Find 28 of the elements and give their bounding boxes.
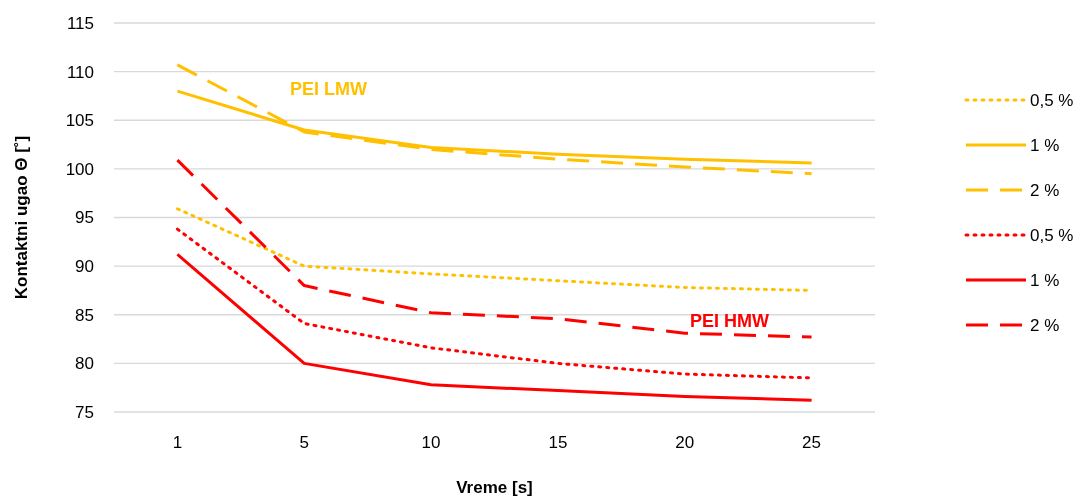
legend-label: 0,5 % xyxy=(1030,225,1074,245)
x-tick-label: 15 xyxy=(548,433,568,452)
line-series xyxy=(175,158,814,339)
x-tick-label: 10 xyxy=(421,433,441,452)
x-tick-label: 5 xyxy=(299,433,309,452)
y-tick-label: 105 xyxy=(65,111,94,131)
x-tick-label: 20 xyxy=(675,433,695,452)
annotation: PEI HMW xyxy=(690,311,770,331)
y-axis-title: Kontaktni ugao Θ [˚] xyxy=(12,135,31,300)
legend-label: 1 % xyxy=(1030,135,1060,155)
y-tick-label: 115 xyxy=(66,13,94,33)
y-tick-label: 90 xyxy=(75,257,94,277)
y-tick-label: 75 xyxy=(75,402,94,422)
annotation: PEI LMW xyxy=(290,79,367,99)
y-tick-label: 95 xyxy=(75,208,94,228)
x-tick-label: 25 xyxy=(802,433,822,452)
y-tick-label: 80 xyxy=(75,354,94,374)
legend-label: 0,5 % xyxy=(1030,90,1074,110)
line-series xyxy=(175,252,814,402)
y-tick-label: 85 xyxy=(75,305,94,325)
y-tick-label: 100 xyxy=(65,159,94,179)
y-tick-label: 110 xyxy=(66,62,94,82)
x-tick-label: 1 xyxy=(172,433,183,452)
legend-label: 2 % xyxy=(1030,315,1060,335)
legend-label: 2 % xyxy=(1030,180,1060,200)
legend-label: 1 % xyxy=(1030,270,1060,290)
line-series xyxy=(175,63,814,176)
x-axis-title: Vreme [s] xyxy=(456,478,533,497)
